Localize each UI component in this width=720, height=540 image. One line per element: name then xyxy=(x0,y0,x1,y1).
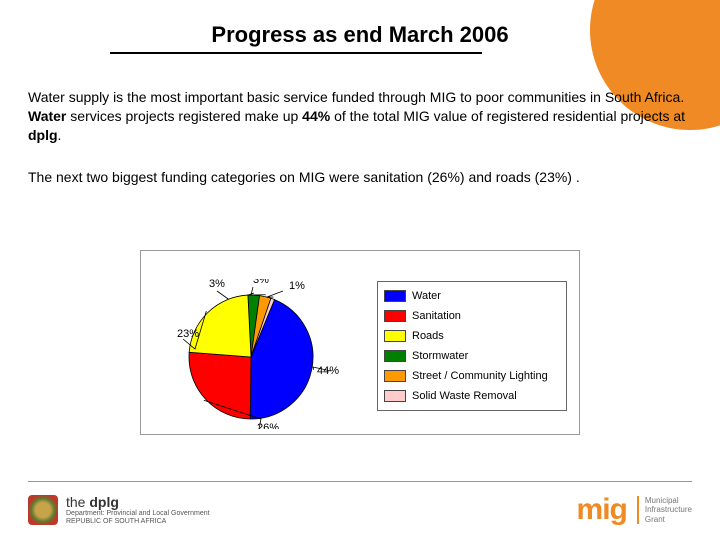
legend-row: Roads xyxy=(384,326,560,346)
paragraph-1: Water supply is the most important basic… xyxy=(28,88,692,145)
legend-swatch xyxy=(384,350,406,362)
legend-label: Solid Waste Removal xyxy=(412,390,517,402)
legend-label: Street / Community Lighting xyxy=(412,370,548,382)
leader-line xyxy=(251,287,266,295)
divider xyxy=(28,481,692,482)
footer: the dplg Department: Provincial and Loca… xyxy=(28,488,692,532)
legend-swatch xyxy=(384,310,406,322)
page-title: Progress as end March 2006 xyxy=(0,22,720,48)
pct-label: 3% xyxy=(253,279,269,286)
leader-line xyxy=(267,291,283,297)
footer-right: mig Municipal Infrastructure Grant xyxy=(577,493,692,527)
legend-row: Street / Community Lighting xyxy=(384,366,560,386)
mig-subtitle: Municipal Infrastructure Grant xyxy=(637,496,692,524)
legend: Water Sanitation Roads Stormwater Street / C… xyxy=(377,281,567,411)
pie-svg: 3% 3% 1% 44% 26% 23% xyxy=(171,279,341,429)
pie-slice xyxy=(189,352,251,419)
legend-swatch xyxy=(384,370,406,382)
mig-logo: mig xyxy=(577,493,627,527)
mig-sub-1: Municipal xyxy=(645,496,692,505)
pct-label: 23% xyxy=(177,328,199,340)
title-underline xyxy=(110,52,482,54)
mig-sub-3: Grant xyxy=(645,515,692,524)
legend-row: Sanitation xyxy=(384,306,560,326)
dplg-name: the dplg xyxy=(66,494,210,510)
pie-area: 3% 3% 1% 44% 26% 23% xyxy=(141,251,361,436)
footer-left: the dplg Department: Provincial and Loca… xyxy=(28,494,210,525)
legend-row: Stormwater xyxy=(384,346,560,366)
dplg-dept: Department: Provincial and Local Governm… xyxy=(66,510,210,518)
dplg-text: the dplg Department: Provincial and Loca… xyxy=(66,494,210,525)
pct-label: 1% xyxy=(289,280,305,292)
legend-label: Stormwater xyxy=(412,350,468,362)
legend-row: Water xyxy=(384,286,560,306)
dplg-country: REPUBLIC OF SOUTH AFRICA xyxy=(66,518,210,526)
legend-label: Roads xyxy=(412,330,444,342)
paragraph-2: The next two biggest funding categories … xyxy=(28,168,692,187)
legend-row: Solid Waste Removal xyxy=(384,386,560,406)
legend-swatch xyxy=(384,330,406,342)
mig-sub-2: Infrastructure xyxy=(645,505,692,514)
pct-label: 44% xyxy=(317,365,339,377)
legend-label: Water xyxy=(412,290,441,302)
legend-swatch xyxy=(384,390,406,402)
pie-slice xyxy=(189,295,251,357)
pct-label: 26% xyxy=(257,422,279,429)
coat-of-arms-icon xyxy=(28,495,58,525)
pct-label: 3% xyxy=(209,279,225,290)
legend-swatch xyxy=(384,290,406,302)
legend-label: Sanitation xyxy=(412,310,461,322)
pie-chart: 3% 3% 1% 44% 26% 23% Water Sanitation Roads Stor… xyxy=(140,250,580,435)
